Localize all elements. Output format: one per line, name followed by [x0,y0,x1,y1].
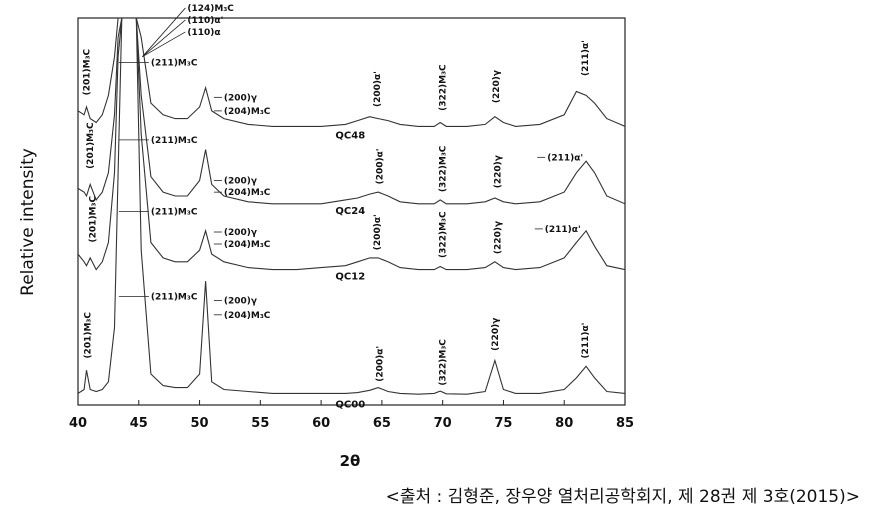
series-line [78,18,625,127]
annotation: (110)α [187,28,220,38]
peak-label: (220)γ [491,318,501,351]
x-tick-label: 50 [191,416,209,431]
x-axis-label: 2θ [340,452,361,470]
peak-label: (322)M₃C [439,145,449,192]
peak-label: (322)M₃C [439,64,449,111]
annotation: (200)γ [224,228,257,238]
series-line [78,18,625,205]
plot-frame [77,17,626,406]
peak-label: (201)M₃C [83,48,93,95]
peak-label: (220)γ [493,221,503,254]
series-label: QC24 [335,206,365,217]
peak-label: (201)M₃C [89,196,99,243]
peak-label: (211)α' [581,323,591,359]
peak-label: (322)M₃C [439,339,449,386]
annotation: (124)M₃C [187,4,234,14]
annotation: (110)α' [187,16,223,26]
annotation: (200)γ [224,297,257,307]
peak-label: (322)M₃C [439,211,449,258]
annotation: (204)M₃C [224,240,271,250]
peak-label: (200)α' [373,214,383,250]
annotation: (211)α' [545,225,581,235]
annotation: (211)M₃C [151,208,198,218]
x-tick-label: 75 [494,416,512,431]
x-tick-label: 65 [373,416,391,431]
series-line [78,18,625,271]
caption: <출처 : 김형준, 장우양 열처리공학회지, 제 28권 제 3호(2015)… [386,487,860,507]
series-line [78,18,625,395]
x-tick-label: 60 [312,416,330,431]
series-label: QC00 [335,399,365,410]
x-tick-label: 70 [434,416,452,431]
series-label: QC12 [335,272,365,283]
annotation: (204)M₃C [224,188,271,198]
annotation: (200)γ [224,93,257,103]
peak-label: (211)α' [581,40,591,76]
annotation: (200)γ [224,177,257,187]
annotation-leader [142,7,186,57]
peak-label: (220)γ [492,70,502,103]
x-tick-label: 40 [69,416,87,431]
series-label: QC48 [335,130,365,141]
peak-label: (200)α' [373,71,383,107]
annotation: (204)M₃C [224,107,271,117]
y-axis-label: Relative intensity [18,148,38,296]
peak-label: (200)α' [375,346,385,382]
annotation: (211)α' [547,153,583,163]
plot-area [78,18,625,395]
annotation: (211)M₃C [151,136,198,146]
annotation-leader [142,31,186,58]
annotation-leader [142,19,186,58]
annotation: (211)M₃C [151,293,198,303]
x-tick-label: 45 [130,416,148,431]
x-tick-label: 85 [616,416,634,431]
peak-label: (201)M₃C [84,312,94,359]
peak-label: (201)M₃C [86,122,96,169]
x-tick-label: 55 [251,416,269,431]
peak-label: (220)γ [493,155,503,188]
annotation: (204)M₃C [224,311,271,321]
peak-label: (200)α' [375,148,385,184]
annotation: (211)M₃C [151,59,198,69]
x-tick-label: 80 [555,416,573,431]
